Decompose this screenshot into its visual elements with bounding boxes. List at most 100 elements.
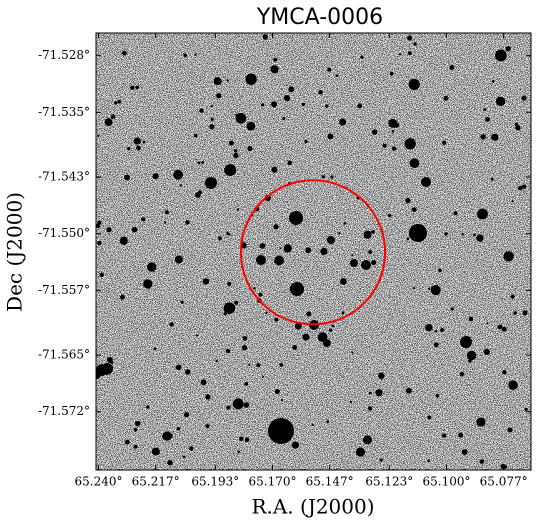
- star: [494, 134, 498, 138]
- star: [306, 311, 312, 317]
- x-tick-label: 65.147°: [306, 475, 354, 489]
- star: [142, 140, 146, 144]
- star: [273, 57, 278, 62]
- star: [175, 364, 182, 371]
- star: [442, 433, 447, 438]
- star: [413, 286, 416, 290]
- star: [218, 236, 222, 241]
- x-tick-label: 65.217°: [132, 475, 180, 489]
- star: [302, 333, 310, 341]
- star: [442, 140, 447, 145]
- star: [350, 259, 358, 267]
- star: [318, 90, 323, 95]
- star: [406, 237, 410, 241]
- star: [279, 363, 284, 367]
- star: [328, 328, 333, 332]
- star: [225, 348, 231, 354]
- star: [408, 78, 420, 90]
- star: [167, 459, 173, 466]
- star: [349, 400, 353, 403]
- star: [114, 101, 118, 105]
- star: [502, 370, 507, 375]
- star: [256, 363, 261, 368]
- star: [233, 152, 239, 159]
- star: [147, 262, 157, 272]
- star: [515, 124, 521, 131]
- star: [270, 65, 279, 74]
- star: [503, 465, 508, 469]
- star: [194, 53, 197, 56]
- star: [289, 211, 303, 225]
- star: [331, 324, 335, 328]
- star: [223, 311, 227, 316]
- star: [304, 139, 308, 144]
- star: [274, 317, 279, 322]
- star: [189, 446, 194, 451]
- star: [247, 145, 253, 152]
- star: [241, 344, 248, 351]
- star: [169, 322, 174, 327]
- star: [292, 345, 298, 350]
- star: [234, 300, 239, 305]
- star: [522, 310, 528, 316]
- star: [213, 77, 222, 86]
- star: [239, 436, 244, 441]
- x-tick-label: 65.193°: [191, 475, 239, 489]
- star: [517, 185, 523, 191]
- star: [524, 407, 528, 411]
- star: [228, 140, 234, 146]
- star: [483, 348, 490, 355]
- star: [134, 420, 141, 427]
- star: [183, 53, 187, 57]
- star: [371, 259, 377, 266]
- sky-image: [96, 33, 531, 470]
- star: [324, 104, 329, 108]
- star: [491, 133, 499, 141]
- star: [97, 220, 102, 225]
- star: [224, 164, 237, 177]
- star: [184, 412, 190, 418]
- star: [235, 113, 238, 116]
- star: [510, 294, 515, 299]
- star: [180, 300, 184, 304]
- star: [199, 108, 204, 113]
- star: [459, 371, 465, 377]
- star: [428, 287, 431, 290]
- star: [404, 138, 416, 150]
- star: [226, 79, 229, 82]
- star: [96, 223, 101, 229]
- star: [357, 103, 363, 109]
- star: [97, 240, 102, 246]
- star: [274, 255, 285, 266]
- star: [287, 160, 292, 166]
- star: [261, 103, 265, 107]
- star: [476, 234, 484, 242]
- star: [503, 251, 514, 262]
- star: [216, 93, 222, 99]
- star: [305, 247, 311, 254]
- star: [164, 210, 169, 215]
- star: [433, 342, 439, 348]
- star: [335, 74, 339, 77]
- star: [236, 208, 239, 211]
- star: [228, 233, 231, 236]
- star: [143, 279, 153, 289]
- star: [398, 53, 402, 56]
- star: [485, 116, 491, 122]
- star: [99, 272, 105, 278]
- star: [215, 359, 218, 363]
- star: [193, 133, 198, 138]
- star: [256, 255, 266, 265]
- star: [408, 51, 412, 56]
- x-tick-label: 65.123°: [365, 475, 413, 489]
- star: [479, 459, 485, 464]
- y-tick-label: -71.550°: [38, 226, 90, 240]
- star: [117, 99, 122, 104]
- star: [271, 101, 278, 108]
- star: [164, 221, 167, 224]
- star: [294, 322, 302, 330]
- star: [405, 197, 411, 204]
- star: [246, 121, 256, 131]
- star: [458, 432, 463, 438]
